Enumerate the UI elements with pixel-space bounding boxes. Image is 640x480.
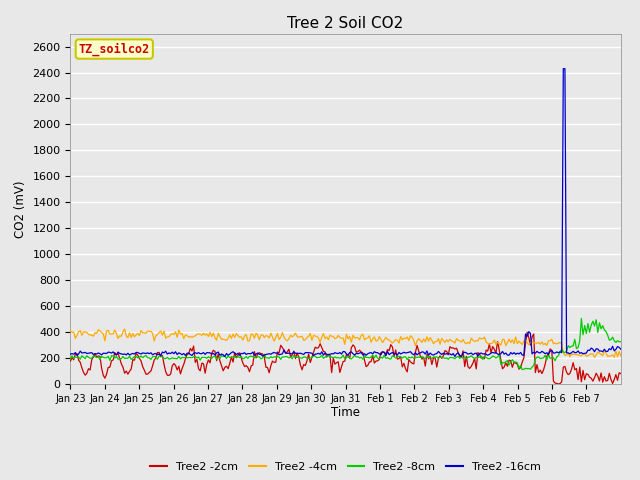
Title: Tree 2 Soil CO2: Tree 2 Soil CO2 <box>287 16 404 31</box>
Text: TZ_soilco2: TZ_soilco2 <box>79 42 150 56</box>
Y-axis label: CO2 (mV): CO2 (mV) <box>14 180 27 238</box>
Legend: Tree2 -2cm, Tree2 -4cm, Tree2 -8cm, Tree2 -16cm: Tree2 -2cm, Tree2 -4cm, Tree2 -8cm, Tree… <box>146 457 545 477</box>
X-axis label: Time: Time <box>331 407 360 420</box>
